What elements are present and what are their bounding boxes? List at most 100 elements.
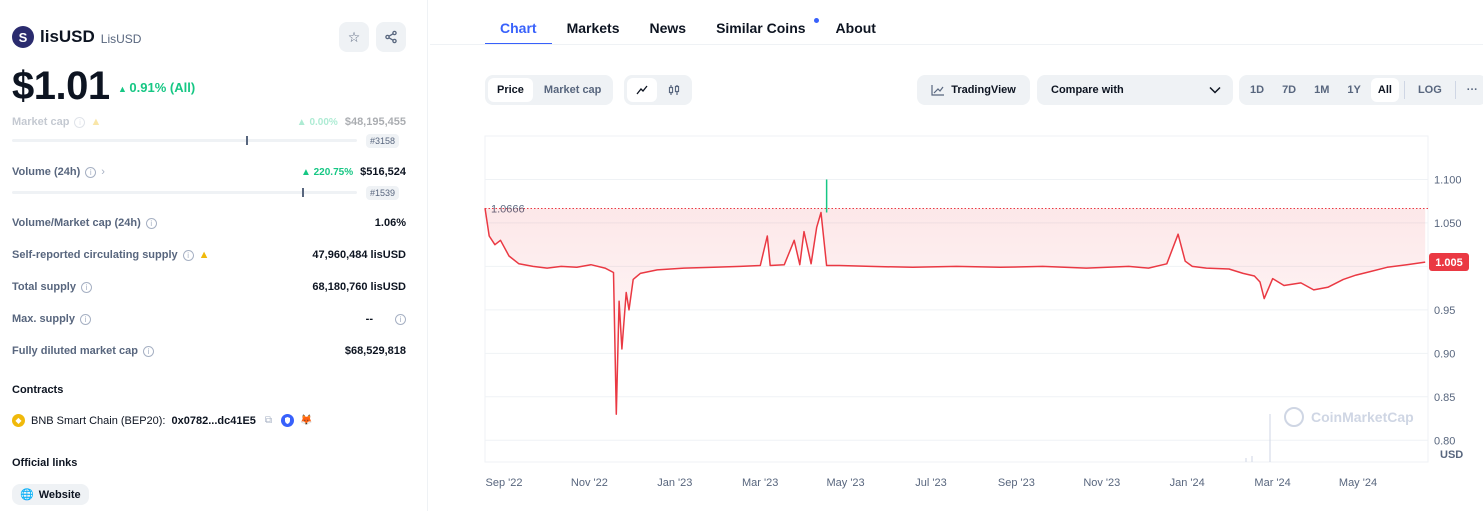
vol-mcap-label: Volume/Market cap (24h) — [12, 217, 141, 229]
total-supply-row: Total supply i 68,180,760 lisUSD — [12, 281, 406, 293]
tradingview-button[interactable]: TradingView — [917, 75, 1030, 105]
tab-about[interactable]: About — [835, 20, 876, 36]
share-icon — [385, 30, 397, 44]
info-icon[interactable]: i — [80, 281, 92, 293]
range-all[interactable]: All — [1370, 78, 1399, 102]
website-button[interactable]: 🌐 Website — [12, 484, 89, 505]
website-label: Website — [38, 488, 81, 501]
x-tick-label: Mar '24 — [1254, 477, 1290, 489]
tab-markets[interactable]: Markets — [566, 20, 620, 36]
compare-label: Compare with — [1051, 84, 1124, 96]
market-cap-toggle[interactable]: Market cap — [543, 84, 602, 96]
compare-with-select[interactable]: Compare with — [1037, 75, 1233, 105]
x-tick-label: Nov '22 — [571, 477, 608, 489]
vol-mcap-row: Volume/Market cap (24h) i 1.06% — [12, 217, 406, 229]
fdmc-label: Fully diluted market cap — [12, 345, 138, 357]
time-range-toggle: 1D 7D 1M 1Y All LOG ··· — [1239, 75, 1483, 105]
total-supply-label: Total supply — [12, 281, 76, 293]
new-indicator-dot — [813, 18, 819, 23]
range-7d[interactable]: 7D — [1282, 84, 1297, 96]
max-supply-row: Max. supply i -- i — [12, 313, 406, 325]
market-cap-rank-bar — [12, 136, 357, 145]
watchlist-star-button[interactable]: ☆ — [339, 22, 369, 52]
rank-marker — [302, 188, 304, 197]
log-scale-button[interactable]: LOG — [1417, 84, 1442, 96]
market-cap-value: $48,195,455 — [344, 116, 406, 128]
range-1m[interactable]: 1M — [1314, 84, 1330, 96]
x-tick-label: Jul '23 — [915, 477, 946, 489]
rank-marker — [246, 136, 248, 145]
info-icon[interactable]: i — [182, 249, 194, 261]
tradingview-icon — [931, 85, 945, 96]
line-chart-button[interactable] — [627, 78, 657, 102]
info-icon[interactable]: i — [142, 345, 154, 357]
contract-address[interactable]: 0x0782...dc41E5 — [171, 414, 256, 427]
globe-icon: 🌐 — [20, 489, 34, 501]
y-tick-label: 1.050 — [1434, 218, 1462, 230]
price-change: ▲ 0.91% (All) — [118, 80, 195, 95]
info-icon[interactable]: i — [85, 166, 97, 178]
candlestick-button[interactable] — [659, 78, 689, 102]
info-icon[interactable]: i — [145, 217, 157, 229]
volume-rank-bar — [12, 188, 357, 197]
y-axis-unit: USD — [1440, 449, 1463, 461]
info-icon[interactable]: i — [395, 313, 406, 325]
vol-mcap-value: 1.06% — [374, 217, 406, 229]
coin-tabs: Chart Markets News Similar Coins About — [485, 0, 891, 45]
series-area — [485, 208, 1426, 415]
chart-style-toggle — [624, 75, 692, 105]
tab-news[interactable]: News — [649, 20, 687, 36]
bnb-chain-icon: ◆ — [12, 414, 25, 427]
metamask-icon[interactable]: 🦊 — [300, 415, 313, 426]
candlestick-icon — [668, 85, 680, 95]
market-cap-label: Market cap — [12, 116, 70, 128]
current-price-label: 1.005 — [1435, 257, 1463, 269]
price-change-value: 0.91% (All) — [129, 80, 196, 95]
copy-icon[interactable]: ⧉ — [264, 415, 272, 426]
x-tick-label: May '23 — [827, 477, 865, 489]
x-tick-label: Jan '24 — [1170, 477, 1205, 489]
chart-type-toggle: Price Market cap — [485, 75, 614, 105]
range-1d[interactable]: 1D — [1250, 84, 1265, 96]
x-tick-label: Mar '23 — [742, 477, 778, 489]
tab-similar-coins[interactable]: Similar Coins — [701, 0, 827, 45]
share-button[interactable] — [376, 22, 406, 52]
contract-row: ◆ BNB Smart Chain (BEP20): 0x0782...dc41… — [12, 414, 313, 427]
y-tick-label: 1.100 — [1434, 174, 1462, 186]
volume-value: $516,524 — [360, 166, 406, 178]
coin-name: lisUSD — [40, 27, 95, 46]
x-tick-label: May '24 — [1339, 477, 1377, 489]
fdmc-value: $68,529,818 — [344, 345, 406, 357]
watermark-text: CoinMarketCap — [1311, 409, 1414, 425]
coin-symbol: LisUSD — [100, 31, 142, 46]
warning-icon: ▲ — [90, 116, 102, 128]
explorer-shield-icon[interactable] — [280, 414, 294, 427]
info-icon[interactable]: i — [74, 116, 86, 128]
more-options-button[interactable]: ··· — [1466, 84, 1478, 96]
contract-chain: BNB Smart Chain (BEP20): — [31, 414, 166, 427]
info-icon[interactable]: i — [79, 313, 91, 325]
total-supply-value: 68,180,760 lisUSD — [312, 281, 406, 293]
official-links-title: Official links — [12, 457, 78, 469]
toolbar-divider — [1403, 81, 1405, 99]
coin-sidebar: S lisUSD LisUSD ☆ $1.01 ▲ 0.91% (All) Ma… — [0, 0, 428, 511]
price-toggle[interactable]: Price — [488, 78, 533, 102]
market-cap-change: ▲ 0.00% — [296, 116, 338, 128]
coin-header: S lisUSD LisUSD — [12, 26, 141, 48]
star-icon: ☆ — [347, 28, 361, 45]
volume-change: ▲ 220.75% — [300, 166, 354, 178]
y-tick-label: 0.95 — [1434, 305, 1455, 317]
x-tick-label: Nov '23 — [1083, 477, 1120, 489]
line-chart-icon — [636, 85, 648, 95]
market-cap-rank-badge: #3158 — [366, 134, 400, 148]
price-series-line — [484, 208, 1426, 415]
x-tick-label: Jan '23 — [657, 477, 692, 489]
chevron-right-icon[interactable]: › — [101, 166, 105, 178]
y-tick-label: 0.80 — [1434, 435, 1455, 447]
current-price-badge — [1429, 253, 1469, 272]
range-1y[interactable]: 1Y — [1347, 84, 1361, 96]
watermark-logo-icon — [1284, 407, 1304, 427]
market-cap-row: Market cap i ▲ ▲ 0.00% $48,195,455 — [12, 116, 406, 128]
